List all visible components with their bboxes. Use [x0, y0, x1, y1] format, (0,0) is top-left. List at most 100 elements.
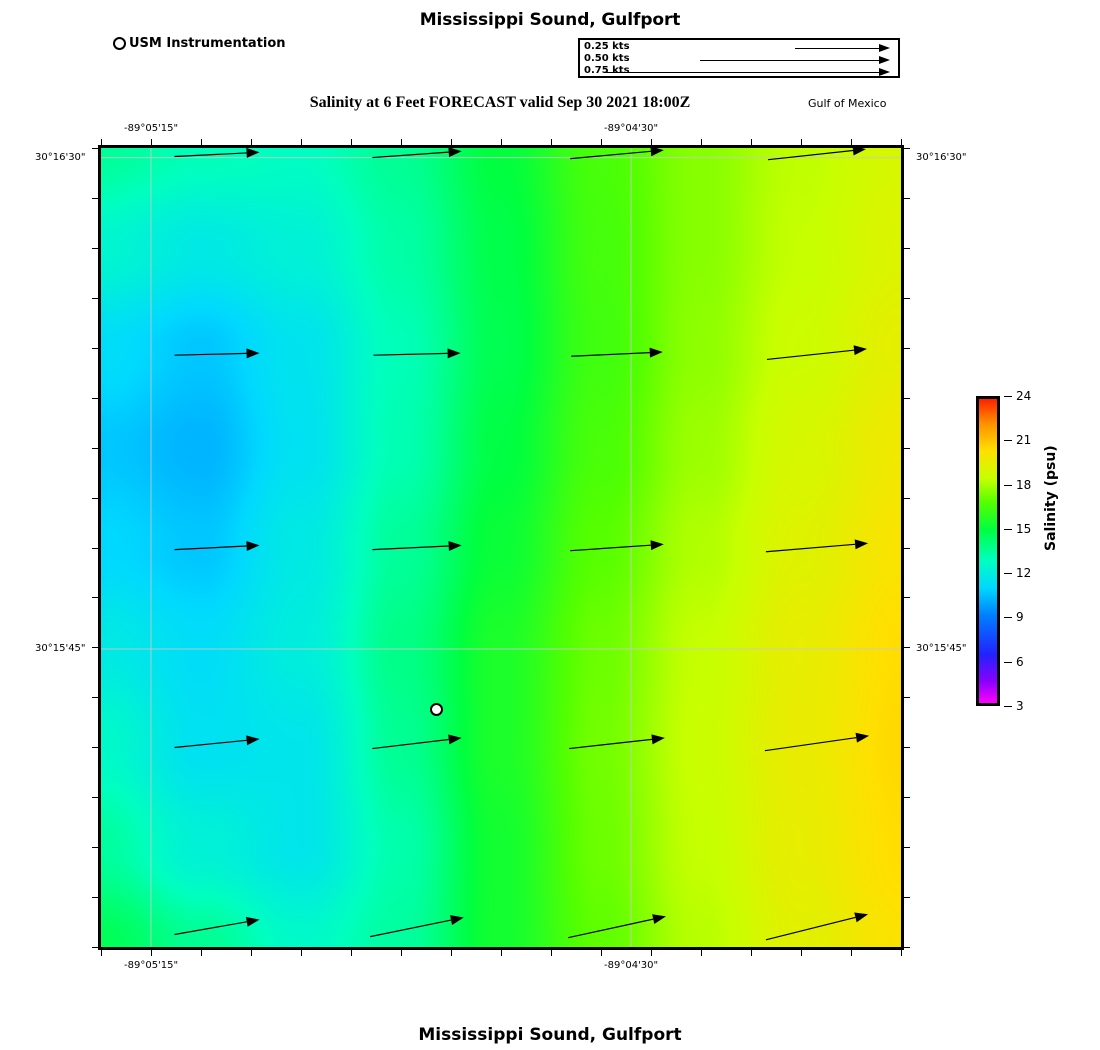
salinity-heatmap: [101, 148, 901, 947]
x-axis-label: -89°04'30": [604, 123, 659, 134]
current-vector-arrow: [764, 732, 870, 752]
colorbar-title: Salinity (psu): [1043, 445, 1059, 551]
x-axis-tick: [251, 950, 252, 956]
open-circle-marker-icon: [113, 37, 126, 50]
colorbar-tick-label: 21: [1016, 433, 1032, 448]
x-axis-label: -89°05'15": [124, 960, 179, 971]
x-axis-tick: [851, 139, 852, 145]
y-axis-tick: [92, 547, 98, 549]
x-axis-tick: [801, 139, 802, 145]
y-axis-tick: [904, 347, 910, 349]
x-axis-tick: [751, 139, 752, 145]
colorbar-tick-label: 15: [1016, 521, 1032, 536]
salinity-colorbar: [976, 396, 1000, 706]
y-axis-tick: [904, 197, 910, 199]
y-axis-tick: [92, 897, 98, 899]
y-axis-tick: [92, 697, 98, 699]
y-axis-tick: [92, 347, 98, 349]
vector-scale-arrow-icon: [795, 42, 890, 54]
x-axis-tick: [201, 139, 202, 145]
vector-scale-arrow-icon: [700, 54, 890, 66]
colorbar-tick-label: 9: [1016, 610, 1024, 625]
current-vector-arrow: [370, 915, 464, 938]
x-axis-tick: [751, 950, 752, 956]
x-axis-tick: [301, 950, 302, 956]
colorbar-tick: [1004, 440, 1012, 442]
y-axis-label: 30°15'45": [35, 642, 86, 654]
x-axis-tick: [551, 139, 552, 145]
x-axis-tick: [651, 950, 652, 956]
colorbar-tick: [1004, 617, 1012, 619]
current-vector-arrow: [765, 539, 869, 553]
colorbar-tick: [1004, 573, 1012, 575]
usm-instrumentation-legend: USM Instrumentation: [113, 36, 286, 51]
current-vector-field: [174, 148, 870, 941]
x-axis-tick: [801, 950, 802, 956]
map-gridlines: [101, 148, 901, 947]
current-vector-arrow: [174, 148, 260, 158]
x-axis-label: -89°04'30": [604, 960, 659, 971]
vector-scale-legend: 0.25 kts 0.50 kts 0.75 kts: [578, 38, 900, 78]
y-axis-tick: [92, 447, 98, 449]
x-axis-tick: [601, 139, 602, 145]
current-vector-arrow: [765, 912, 869, 941]
y-axis-tick: [92, 947, 98, 948]
x-axis-tick: [551, 950, 552, 956]
map-field: [101, 148, 901, 947]
colorbar-tick: [1004, 528, 1012, 530]
current-vector-arrow: [174, 541, 260, 552]
vector-scale-label: 0.50 kts: [584, 53, 630, 64]
y-axis-label: 30°15'45": [916, 642, 967, 654]
y-axis-tick: [92, 847, 98, 849]
y-axis-tick: [904, 547, 910, 549]
x-axis-label: -89°05'15": [124, 123, 179, 134]
colorbar-tick-label: 24: [1016, 389, 1032, 403]
y-axis-tick: [92, 297, 98, 299]
y-axis-tick: [92, 397, 98, 399]
x-axis-tick: [351, 139, 352, 145]
current-vector-arrow: [766, 345, 868, 361]
current-vector-arrow: [174, 735, 260, 749]
colorbar-tick-label: 6: [1016, 654, 1024, 669]
x-axis-tick: [351, 950, 352, 956]
current-vector-arrow: [372, 540, 462, 551]
y-axis-label: 30°16'30": [916, 151, 967, 163]
y-axis-tick: [904, 647, 910, 649]
current-vector-arrow: [372, 734, 462, 750]
x-axis-tick: [401, 139, 402, 145]
current-vector-arrow: [174, 348, 260, 359]
x-axis-tick: [301, 139, 302, 145]
x-axis-tick: [851, 950, 852, 956]
x-axis-tick: [651, 139, 652, 145]
y-axis-tick: [904, 497, 910, 499]
colorbar-tick: [1004, 706, 1012, 707]
current-vector-arrow: [174, 916, 260, 936]
y-axis-tick: [904, 947, 910, 948]
y-axis-tick: [904, 247, 910, 249]
salinity-map[interactable]: [98, 145, 904, 950]
current-vector-arrow: [570, 148, 664, 160]
chart-subtitle: Salinity at 6 Feet FORECAST valid Sep 30…: [309, 94, 691, 111]
current-vector-arrow: [372, 148, 462, 159]
colorbar-tick: [1004, 484, 1012, 486]
x-axis-tick: [601, 950, 602, 956]
current-vector-arrow: [569, 734, 665, 750]
current-vector-arrow: [373, 348, 461, 359]
page-title: Mississippi Sound, Gulfport: [419, 10, 681, 30]
footer-title: Mississippi Sound, Gulfport: [418, 1025, 682, 1045]
y-axis-tick: [92, 747, 98, 749]
vector-scale-row: 0.25 kts: [580, 41, 898, 54]
y-axis-tick: [904, 597, 910, 599]
usm-station-marker[interactable]: [429, 703, 443, 717]
x-axis-tick: [201, 950, 202, 956]
y-axis-tick: [904, 397, 910, 399]
x-axis-tick: [701, 950, 702, 956]
y-axis-tick: [904, 297, 910, 299]
x-axis-tick: [901, 139, 902, 145]
colorbar-tick-label: 12: [1016, 566, 1032, 581]
x-axis-tick: [901, 950, 902, 956]
vector-scale-label: 0.75 kts: [584, 65, 630, 76]
x-axis-tick: [151, 950, 152, 956]
x-axis-tick: [451, 950, 452, 956]
y-axis-tick: [92, 497, 98, 499]
